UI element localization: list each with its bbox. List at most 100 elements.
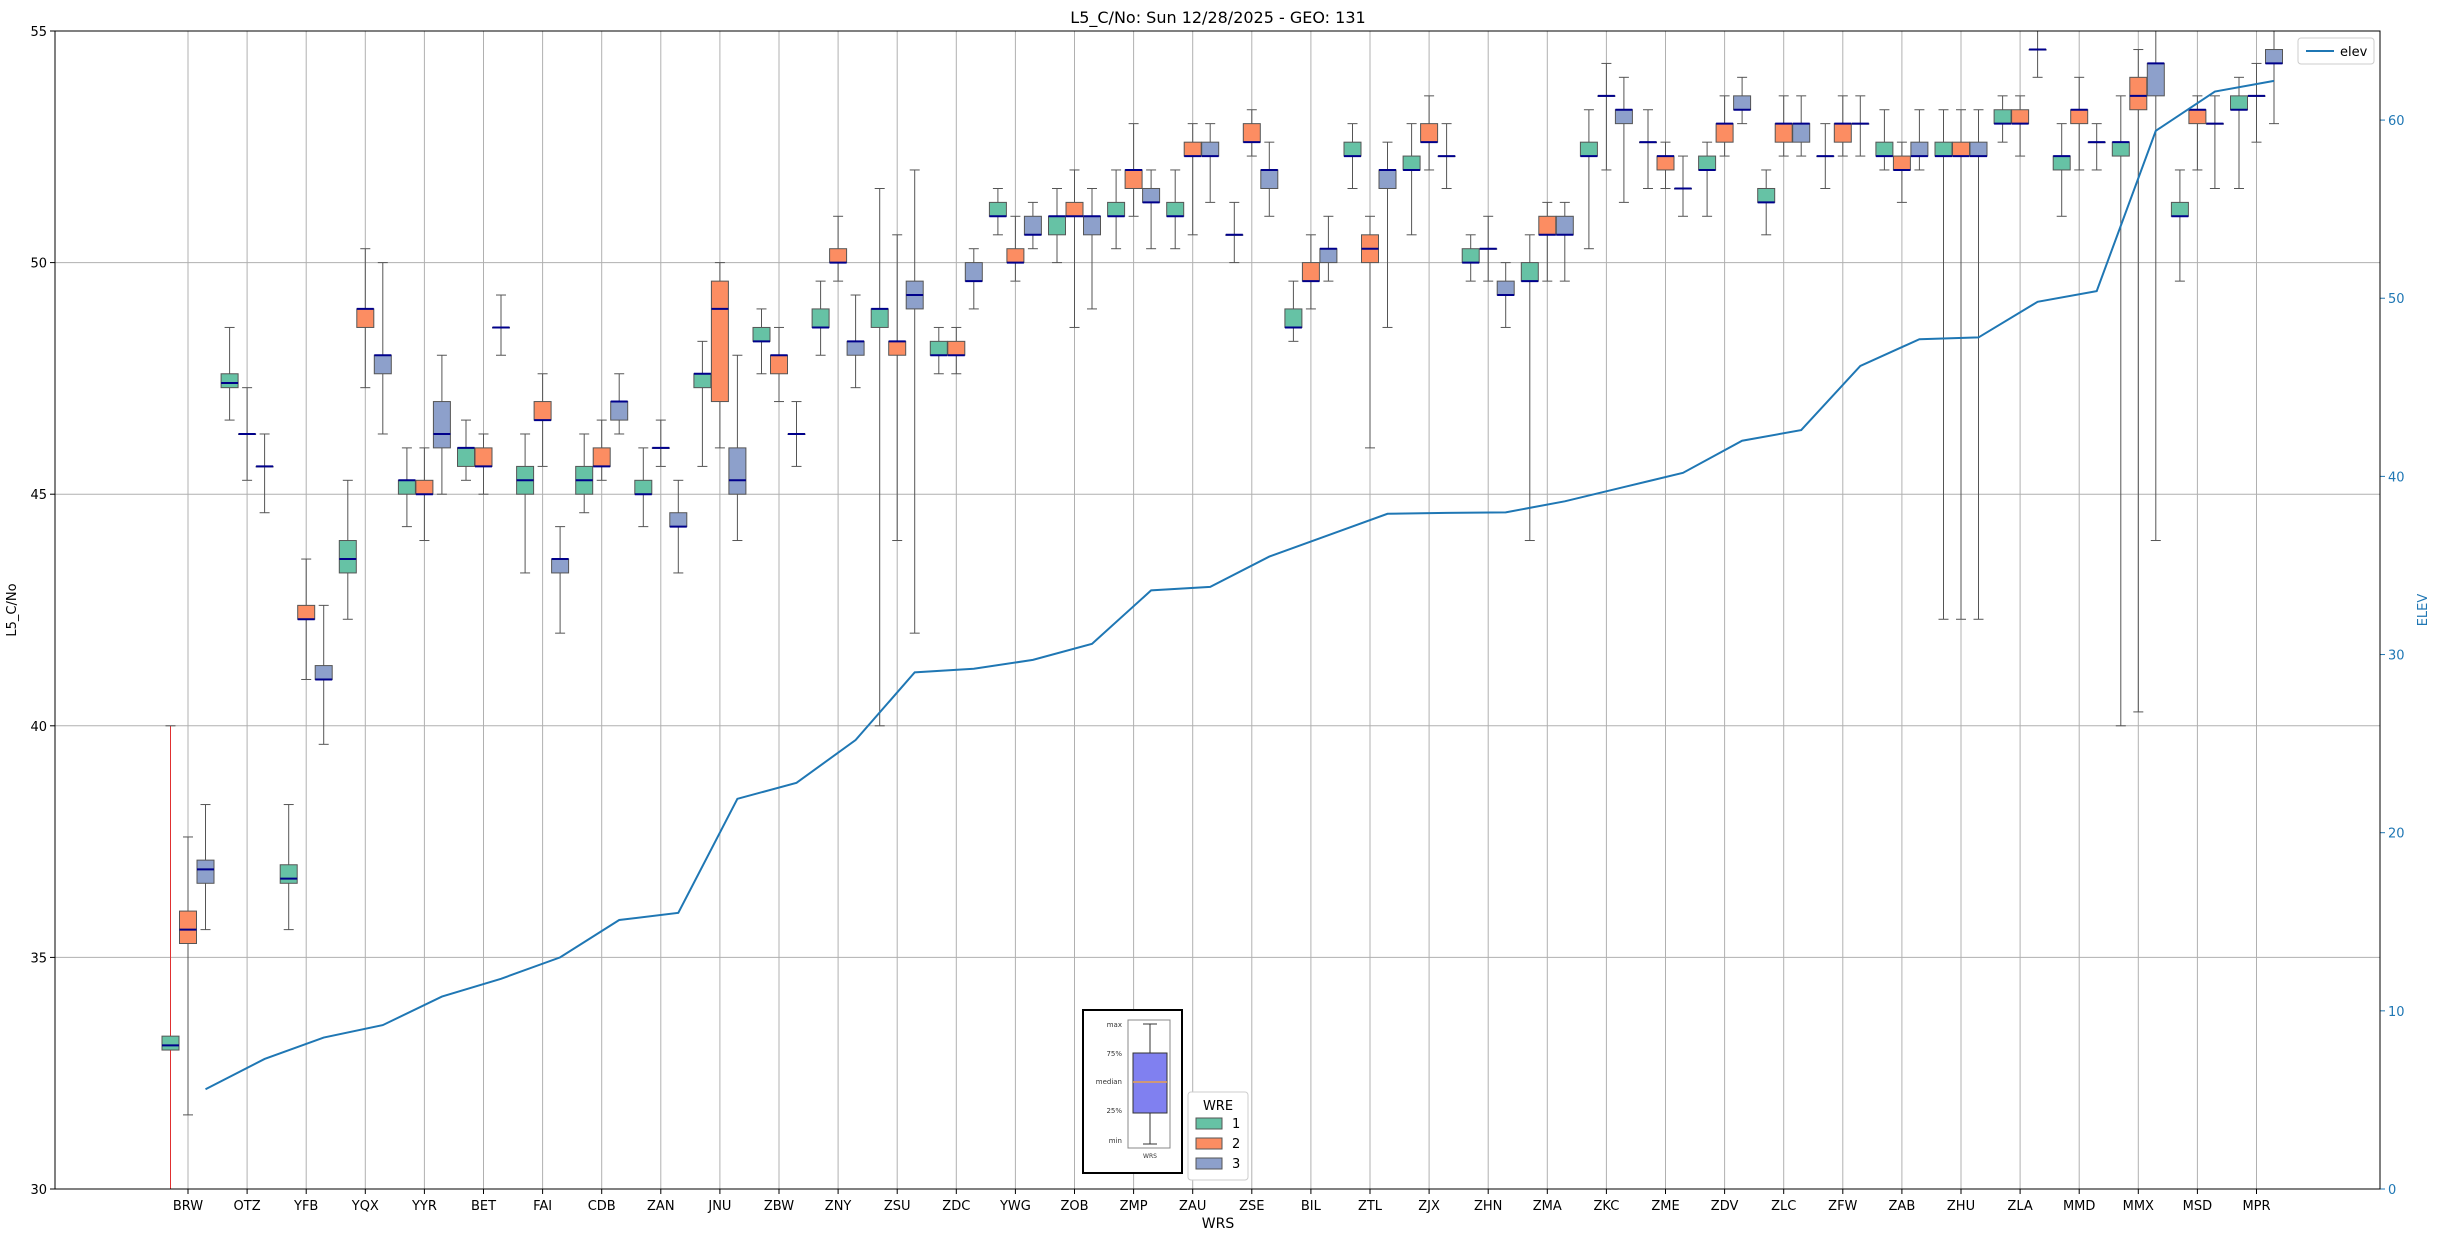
- x-tick-label: ZHU: [1947, 1199, 1975, 1214]
- box-YYR-wre2: [415, 447, 434, 542]
- box-ZAB-wre3: [1910, 109, 1929, 171]
- box-iqr: [1083, 215, 1101, 236]
- box-iqr: [1242, 123, 1261, 143]
- box-YQX-wre1: [338, 479, 357, 620]
- box-iqr: [1301, 262, 1320, 282]
- y2-tick-label: 60: [2388, 114, 2405, 129]
- box-iqr: [964, 262, 983, 282]
- box-ZOB-wre2: [1065, 169, 1084, 328]
- y2-axis-label: ELEV: [2416, 594, 2431, 627]
- box-FAI-wre3: [551, 526, 570, 634]
- box-iqr: [397, 479, 416, 495]
- box-plots: [161, 31, 2283, 1189]
- box-iqr: [693, 373, 712, 389]
- key-caption: WRS: [1143, 1153, 1157, 1160]
- key-label: median: [1096, 1078, 1122, 1086]
- box-OTZ-wre1: [220, 326, 239, 421]
- box-iqr: [870, 308, 889, 328]
- box-ZTL-wre3: [1378, 141, 1397, 328]
- x-tick-label: YFB: [293, 1199, 318, 1214]
- x-tick-label: ZOB: [1060, 1199, 1088, 1214]
- key-label: 25%: [1106, 1107, 1122, 1115]
- y-tick-label: 50: [30, 257, 47, 272]
- x-tick-label: ZMA: [1533, 1199, 1562, 1214]
- box-BRW-wre2: [179, 836, 197, 1116]
- box-iqr: [1934, 141, 1953, 157]
- box-iqr: [220, 373, 239, 389]
- box-iqr: [1124, 169, 1143, 189]
- box-iqr: [2188, 109, 2207, 125]
- y2-tick-label: 10: [2388, 1005, 2405, 1020]
- box-iqr: [1579, 141, 1598, 157]
- box-ZNY-wre2: [829, 215, 848, 282]
- box-iqr: [1107, 201, 1126, 217]
- box-iqr: [179, 910, 197, 945]
- box-iqr: [2011, 109, 2030, 125]
- box-iqr: [669, 512, 688, 528]
- box-iqr: [415, 479, 434, 495]
- x-tick-label: MMX: [2123, 1199, 2154, 1214]
- box-iqr: [1875, 141, 1894, 157]
- box-iqr: [1461, 248, 1480, 264]
- x-tick-label: ZFW: [1828, 1199, 1857, 1214]
- box-MSD-wre2: [2188, 95, 2207, 171]
- box-iqr: [356, 308, 375, 328]
- box-MPR-wre1: [2230, 76, 2248, 189]
- x-tick-label: CDB: [588, 1199, 616, 1214]
- box-ZLC-wre3: [1792, 95, 1811, 157]
- box-ZAN-wre2: [651, 419, 670, 467]
- box-YWG-wre2: [1006, 215, 1025, 282]
- box-iqr: [1378, 169, 1397, 189]
- box-ZLA-wre2: [2011, 95, 2030, 157]
- box-ZSU-wre3: [905, 169, 924, 634]
- box-ZKC-wre3: [1614, 76, 1633, 203]
- box-iqr: [1065, 201, 1084, 217]
- x-tick-label: ZLA: [2007, 1199, 2032, 1214]
- box-JNU-wre3: [728, 354, 747, 542]
- boxplot-key: max 75% median 25% min WRS: [1082, 1009, 1183, 1174]
- box-ZME-wre1: [1639, 109, 1657, 189]
- box-ZJX-wre1: [1402, 123, 1421, 236]
- box-JNU-wre2: [710, 262, 729, 449]
- x-tick-label: MPR: [2242, 1199, 2270, 1214]
- box-MPR-wre2: [2247, 62, 2266, 143]
- box-BET-wre1: [457, 419, 475, 481]
- box-ZAN-wre3: [669, 479, 688, 574]
- legend-swatch-2: [1195, 1137, 1223, 1150]
- box-YFB-wre2: [297, 558, 316, 680]
- box-ZMA-wre3: [1555, 201, 1574, 282]
- x-tick-label: ZME: [1651, 1199, 1679, 1214]
- box-MMD-wre3: [2087, 123, 2106, 171]
- box-ZMP-wre3: [1142, 169, 1161, 250]
- legend-label-1: 1: [1232, 1117, 1240, 1132]
- box-MMD-wre2: [2070, 76, 2089, 171]
- box-ZMA-wre2: [1538, 201, 1557, 282]
- box-iqr: [2146, 62, 2165, 97]
- box-ZBW-wre2: [770, 326, 788, 403]
- box-iqr: [929, 340, 948, 356]
- box-ZSU-wre1: [870, 187, 889, 727]
- box-iqr: [1006, 248, 1025, 264]
- box-ZHU-wre2: [1952, 109, 1970, 620]
- box-ZOB-wre3: [1083, 187, 1101, 310]
- box-iqr: [1260, 169, 1279, 189]
- box-iqr: [1343, 141, 1362, 157]
- x-tick-label: ZAN: [647, 1199, 675, 1214]
- y-tick-label: 30: [30, 1183, 47, 1198]
- box-iqr: [1023, 215, 1042, 236]
- box-ZKC-wre2: [1597, 62, 1616, 171]
- box-JNU-wre1: [693, 340, 712, 467]
- box-CDB-wre1: [575, 433, 594, 514]
- box-ZAU-wre2: [1183, 123, 1202, 236]
- x-tick-label: ZDV: [1711, 1199, 1739, 1214]
- box-YYR-wre3: [432, 354, 451, 495]
- box-ZDC-wre2: [947, 326, 966, 375]
- box-ZSE-wre3: [1260, 141, 1279, 217]
- box-ZOB-wre1: [1048, 187, 1066, 264]
- x-tick-label: ZNY: [825, 1199, 852, 1214]
- box-iqr: [297, 604, 316, 620]
- grid: [55, 30, 2380, 1190]
- x-axis-label: WRS: [1202, 1216, 1235, 1232]
- box-YWG-wre1: [988, 187, 1007, 236]
- box-iqr: [338, 540, 357, 574]
